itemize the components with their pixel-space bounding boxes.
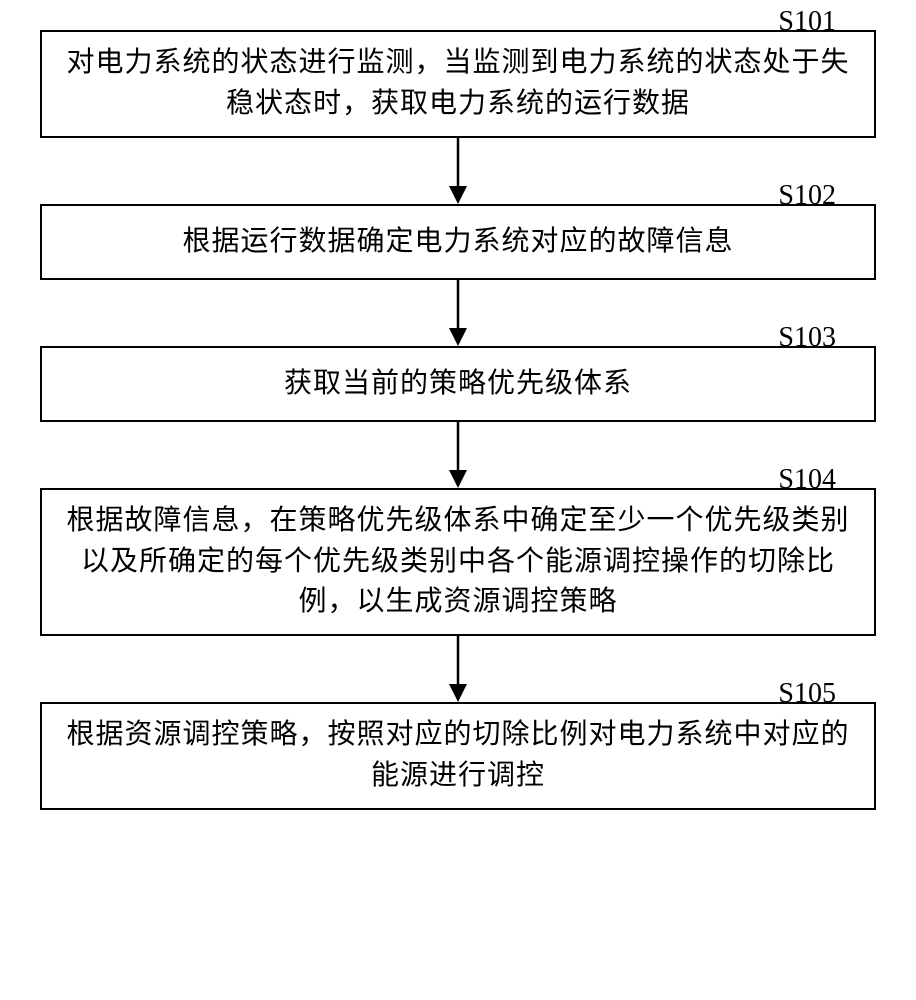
step-text: 根据运行数据确定电力系统对应的故障信息 <box>182 222 733 263</box>
arrow-connector <box>40 422 876 488</box>
step-box-s101: 对电力系统的状态进行监测，当监测到电力系统的状态处于失稳状态时，获取电力系统的运… <box>40 30 876 138</box>
arrow-connector <box>40 636 876 702</box>
arrow-down-icon <box>443 636 473 702</box>
step-box-s104: 根据故障信息，在策略优先级体系中确定至少一个优先级类别以及所确定的每个优先级类别… <box>40 488 876 636</box>
arrow-connector <box>40 138 876 204</box>
arrow-down-icon <box>443 422 473 488</box>
step-text: 对电力系统的状态进行监测，当监测到电力系统的状态处于失稳状态时，获取电力系统的运… <box>66 43 850 124</box>
step-box-s105: 根据资源调控策略，按照对应的切除比例对电力系统中对应的能源进行调控 <box>40 702 876 810</box>
step-wrapper: S103 获取当前的策略优先级体系 <box>40 346 876 422</box>
flowchart-container: S101 对电力系统的状态进行监测，当监测到电力系统的状态处于失稳状态时，获取电… <box>40 30 876 810</box>
arrow-connector <box>40 280 876 346</box>
step-box-s102: 根据运行数据确定电力系统对应的故障信息 <box>40 204 876 280</box>
step-wrapper: S102 根据运行数据确定电力系统对应的故障信息 <box>40 204 876 280</box>
step-text: 获取当前的策略优先级体系 <box>284 364 632 405</box>
arrow-down-icon <box>443 280 473 346</box>
step-wrapper: S104 根据故障信息，在策略优先级体系中确定至少一个优先级类别以及所确定的每个… <box>40 488 876 636</box>
step-text: 根据故障信息，在策略优先级体系中确定至少一个优先级类别以及所确定的每个优先级类别… <box>66 501 850 623</box>
arrow-down-icon <box>443 138 473 204</box>
step-box-s103: 获取当前的策略优先级体系 <box>40 346 876 422</box>
step-text: 根据资源调控策略，按照对应的切除比例对电力系统中对应的能源进行调控 <box>66 715 850 796</box>
step-wrapper: S105 根据资源调控策略，按照对应的切除比例对电力系统中对应的能源进行调控 <box>40 702 876 810</box>
step-wrapper: S101 对电力系统的状态进行监测，当监测到电力系统的状态处于失稳状态时，获取电… <box>40 30 876 138</box>
